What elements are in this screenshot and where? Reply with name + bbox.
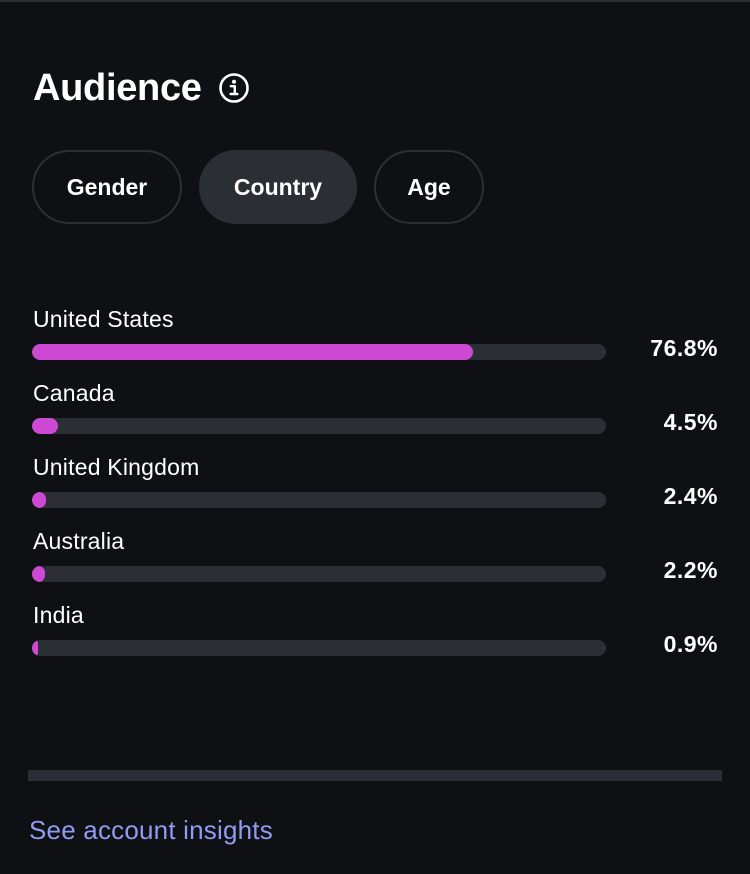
page-title: Audience xyxy=(33,66,202,109)
progress-track xyxy=(32,640,606,656)
tab-gender[interactable]: Gender xyxy=(32,150,182,224)
progress-track xyxy=(32,492,606,508)
see-account-insights-link[interactable]: See account insights xyxy=(29,815,273,845)
country-label: United States xyxy=(33,306,174,332)
country-percentage: 0.9% xyxy=(663,631,718,657)
country-row: India 0.9% xyxy=(32,600,718,674)
progress-track xyxy=(32,418,606,434)
progress-fill xyxy=(32,344,473,360)
country-label: India xyxy=(33,602,84,628)
audience-header: Audience xyxy=(33,62,250,114)
progress-fill xyxy=(32,640,38,656)
info-icon[interactable] xyxy=(218,72,250,104)
country-percentage: 4.5% xyxy=(663,409,718,435)
country-percentage: 2.4% xyxy=(663,483,718,509)
country-list: United States 76.8% Canada 4.5% United K… xyxy=(32,304,718,674)
section-divider xyxy=(28,770,722,781)
country-label: Australia xyxy=(33,528,125,554)
country-label: Canada xyxy=(33,380,115,406)
country-percentage: 76.8% xyxy=(650,335,718,361)
progress-fill xyxy=(32,566,45,582)
country-percentage: 2.2% xyxy=(663,557,718,583)
country-row: Australia 2.2% xyxy=(32,526,718,600)
tab-country[interactable]: Country xyxy=(199,150,357,224)
country-row: United Kingdom 2.4% xyxy=(32,452,718,526)
progress-fill xyxy=(32,492,46,508)
progress-fill xyxy=(32,418,58,434)
country-row: United States 76.8% xyxy=(32,304,718,378)
progress-track xyxy=(32,566,606,582)
country-label: United Kingdom xyxy=(33,454,200,480)
tab-age[interactable]: Age xyxy=(374,150,484,224)
progress-track xyxy=(32,344,606,360)
audience-tabs: Gender Country Age xyxy=(32,150,501,224)
country-row: Canada 4.5% xyxy=(32,378,718,452)
top-border xyxy=(0,0,750,2)
